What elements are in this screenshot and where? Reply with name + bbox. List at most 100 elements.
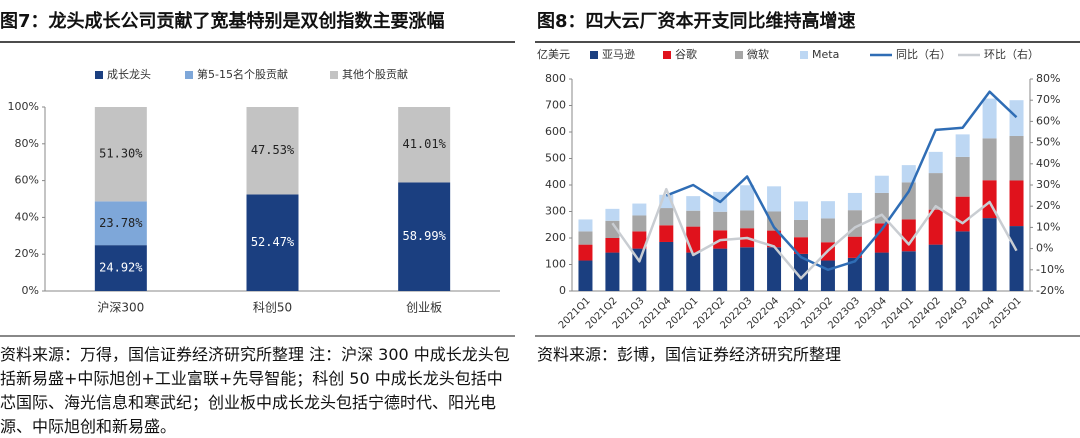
y-tick-label: 700 — [545, 99, 566, 112]
legend-label: 其他个股贡献 — [342, 67, 408, 81]
bar-segment — [767, 247, 782, 291]
bar-segment — [1009, 135, 1024, 181]
legend-label: 环比（右） — [984, 47, 1039, 61]
bar-segment — [767, 230, 782, 248]
bar-segment — [632, 215, 647, 232]
chart-title: 图8：四大云厂资本开支同比维持高增速 — [537, 10, 856, 32]
legend-swatch — [735, 51, 743, 59]
y-tick-label: 80% — [15, 137, 39, 150]
chart-title: 图7：龙头成长公司贡献了宽基特别是双创指数主要涨幅 — [0, 10, 445, 32]
source-note: 资料来源：彭博，国信证券经济研究所整理 — [537, 345, 842, 364]
y2-tick-label: 10% — [1036, 220, 1060, 233]
bar-segment — [955, 156, 970, 197]
y2-tick-label: 30% — [1036, 178, 1060, 191]
bar-segment — [246, 107, 299, 195]
bar-segment — [659, 208, 674, 226]
y-tick-label: 40% — [15, 210, 39, 223]
bar-segment — [794, 219, 808, 238]
data-label: 47.53% — [251, 143, 295, 157]
bar-segment — [632, 248, 647, 291]
bar-segment — [713, 211, 728, 231]
bar-segment — [659, 225, 674, 242]
bar-segment — [820, 260, 835, 291]
bar-segment — [794, 201, 808, 220]
y-tick-label: 100% — [8, 100, 39, 113]
bar-segment — [847, 192, 862, 211]
bar-segment — [686, 210, 701, 227]
bar-segment — [1009, 180, 1024, 227]
bar-segment — [955, 196, 970, 232]
bar-segment — [578, 219, 593, 232]
legend-label: 成长龙头 — [107, 68, 151, 81]
y2-tick-label: 60% — [1036, 114, 1060, 127]
legend-label: 谷歌 — [675, 47, 697, 61]
bar-segment — [632, 203, 647, 216]
x-tick-label: 沪深300 — [97, 301, 144, 315]
bar-segment — [901, 182, 916, 220]
data-label: 23.78% — [99, 216, 143, 230]
bar-segment — [686, 252, 701, 291]
bar-segment — [605, 238, 620, 253]
bar-segment — [94, 245, 147, 291]
y2-tick-label: 40% — [1036, 157, 1060, 170]
legend-label: 微软 — [747, 47, 769, 61]
legend-label: 同比（右） — [896, 47, 951, 61]
y2-tick-label: 20% — [1036, 199, 1060, 212]
bar-segment — [874, 223, 889, 253]
bar-segment — [94, 201, 147, 246]
bar-segment — [794, 237, 808, 254]
y-tick-label: 60% — [15, 174, 39, 187]
bar-segment — [767, 186, 782, 212]
y-tick-label: 400 — [545, 178, 566, 191]
bar-segment — [874, 175, 889, 193]
legend-swatch — [185, 71, 193, 79]
bar-segment — [928, 244, 943, 291]
bar-segment — [767, 211, 782, 231]
y-tick-label: 800 — [545, 72, 566, 85]
bar-segment — [820, 201, 835, 219]
bar-segment — [713, 248, 728, 291]
legend-swatch — [800, 51, 808, 59]
bar-segment — [578, 244, 593, 261]
legend-swatch — [330, 71, 338, 79]
y2-tick-label: -10% — [1036, 263, 1064, 276]
bar-segment — [246, 194, 299, 291]
y-tick-label: 500 — [545, 152, 566, 165]
bar-segment — [1009, 226, 1024, 291]
y2-tick-label: 70% — [1036, 93, 1060, 106]
source-note: 资料来源：万得，国信证券经济研究所整理 注：沪深 300 中成长龙头包括新易盛+… — [0, 345, 510, 436]
bar-segment — [847, 236, 862, 258]
bar-segment — [605, 220, 620, 238]
y-axis-label: 亿美元 — [537, 48, 570, 61]
bar-segment — [740, 247, 755, 291]
bar-segment — [901, 251, 916, 291]
y-tick-label: 0 — [559, 284, 566, 297]
bar-segment — [686, 226, 701, 253]
bar-segment — [632, 231, 647, 249]
legend-label: Meta — [812, 48, 839, 61]
bar-segment — [1009, 100, 1024, 136]
bar-segment — [740, 185, 755, 211]
bar-segment — [982, 218, 997, 291]
line-series — [611, 187, 1018, 280]
legend-label: 亚马逊 — [602, 48, 635, 61]
x-tick-label: 创业板 — [406, 301, 442, 315]
bar-segment — [901, 219, 916, 252]
bar-segment — [955, 134, 970, 157]
bar-segment — [982, 138, 997, 181]
bar-segment — [740, 210, 755, 229]
bar-segment — [659, 241, 674, 291]
bar-segment — [928, 209, 943, 245]
bar-segment — [928, 151, 943, 174]
bar-segment — [605, 252, 620, 291]
bar-segment — [794, 253, 808, 291]
data-label: 41.01% — [402, 137, 446, 151]
data-label: 24.92% — [99, 261, 143, 275]
y-tick-label: 100 — [545, 258, 566, 271]
line-series — [665, 90, 1018, 272]
bar-segment — [578, 231, 593, 245]
legend-swatch — [663, 51, 671, 59]
bar-segment — [94, 107, 147, 202]
y2-tick-label: 0% — [1036, 242, 1053, 255]
